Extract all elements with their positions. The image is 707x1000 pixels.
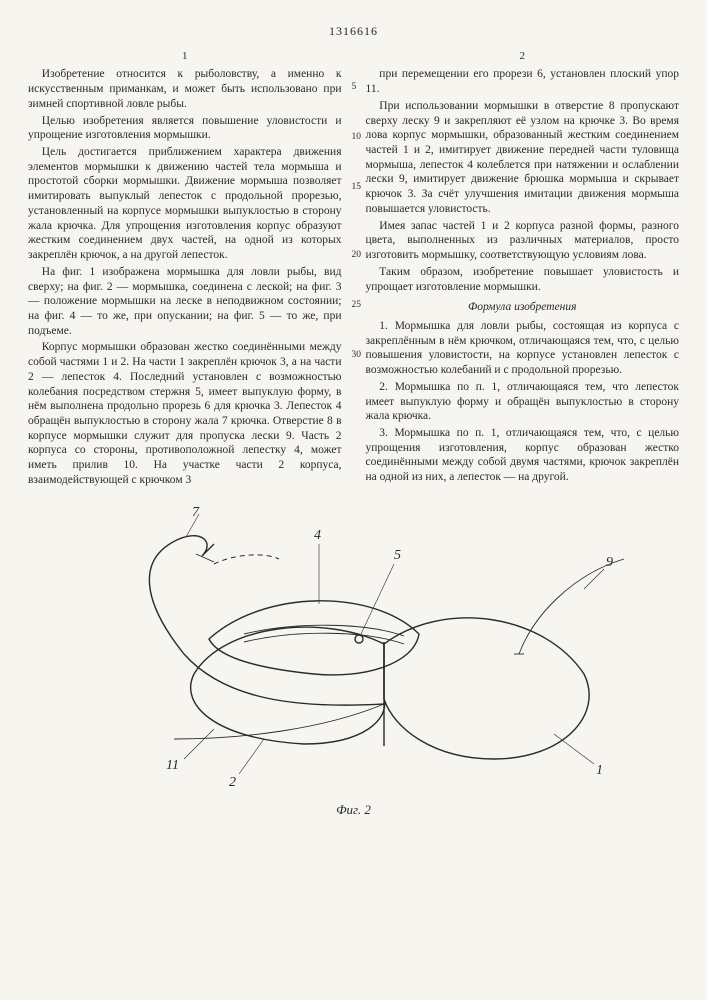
line-number: 25 <box>352 299 362 311</box>
fig-label-4: 4 <box>314 528 321 543</box>
line-number: 20 <box>352 249 362 261</box>
claim: 1. Мормышка для ловли рыбы, состоящая из… <box>366 319 680 378</box>
column-number-left: 1 <box>28 49 342 63</box>
column-number-right: 2 <box>366 49 680 63</box>
line-number: 15 <box>352 181 362 193</box>
figure-caption: Фиг. 2 <box>28 802 679 819</box>
para: Цель достигается приближением характера … <box>28 145 342 263</box>
patent-number: 1316616 <box>28 24 679 39</box>
line-number: 30 <box>352 349 362 361</box>
claims-title: Формула изобретения <box>366 300 680 315</box>
figure-2: 7 4 5 9 1 2 11 Фиг. 2 <box>28 504 679 819</box>
figure-svg: 7 4 5 9 1 2 11 <box>64 504 644 794</box>
line-number: 5 <box>352 81 357 93</box>
line-number: 10 <box>352 131 362 143</box>
claims: 1. Мормышка для ловли рыбы, состоящая из… <box>366 319 680 485</box>
fig-label-2: 2 <box>229 775 236 790</box>
fig-label-9: 9 <box>606 555 613 570</box>
fig-label-1: 1 <box>596 763 603 778</box>
para: При использовании мормышки в отверстие 8… <box>366 99 680 217</box>
para: На фиг. 1 изображена мормышка для ловли … <box>28 265 342 339</box>
claim: 2. Мормышка по п. 1, отличающаяся тем, ч… <box>366 380 680 424</box>
para: Имея запас частей 1 и 2 корпуса разной ф… <box>366 219 680 263</box>
claim: 3. Мормышка по п. 1, отличающаяся тем, ч… <box>366 426 680 485</box>
fig-label-5: 5 <box>394 548 401 563</box>
para: Изобретение относится к рыболовству, а и… <box>28 67 342 111</box>
para: Корпус мормышки образован жестко соединё… <box>28 340 342 487</box>
para: при перемещении его прорези 6, установле… <box>366 67 680 96</box>
column-left: 1 Изобретение относится к рыболовству, а… <box>28 49 342 489</box>
text-columns: 1 Изобретение относится к рыболовству, а… <box>28 49 679 489</box>
fig-label-11: 11 <box>166 758 179 773</box>
para: Целью изобретения является повышение уло… <box>28 114 342 143</box>
column-right: 2 5 10 15 20 25 30 при перемещении его п… <box>366 49 680 489</box>
fig-label-7: 7 <box>192 505 200 520</box>
para: Таким образом, изобретение повышает улов… <box>366 265 680 294</box>
